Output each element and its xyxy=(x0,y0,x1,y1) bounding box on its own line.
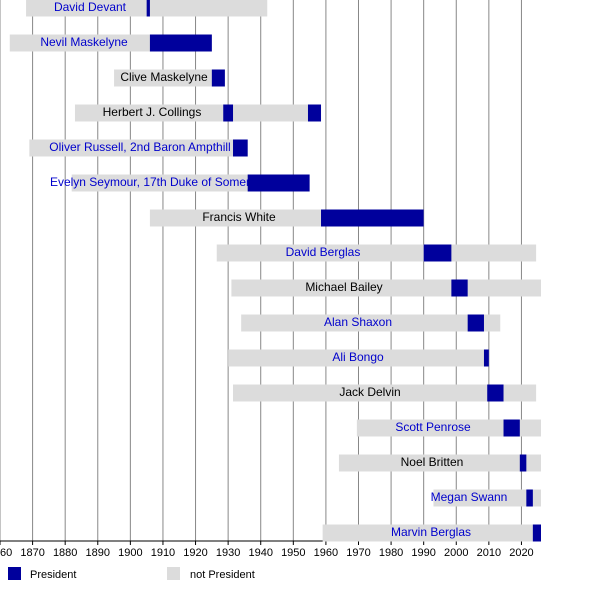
person-name[interactable]: Megan Swann xyxy=(431,490,508,504)
presidency-bar xyxy=(423,244,452,262)
lifespan-bar xyxy=(433,489,541,507)
x-tick-label: 1950 xyxy=(281,547,305,559)
x-tick-label: 1890 xyxy=(86,547,110,559)
legend-swatch xyxy=(8,567,21,580)
presidency-bar xyxy=(503,419,520,437)
x-tick-label: 1900 xyxy=(118,547,142,559)
x-tick-label: 2020 xyxy=(509,547,533,559)
person-name[interactable]: Nevil Maskelyne xyxy=(40,35,128,49)
lifespan-bar xyxy=(114,69,225,87)
person-name[interactable]: Oliver Russell, 2nd Baron Ampthill xyxy=(49,140,230,154)
person-name: Jack Delvin xyxy=(339,385,400,399)
presidency-bar xyxy=(487,384,504,402)
presidency-bar xyxy=(149,34,212,52)
presidency-bar xyxy=(211,69,225,87)
x-tick-label: 1880 xyxy=(53,547,77,559)
presidency-bar xyxy=(247,174,310,192)
person-name[interactable]: Ali Bongo xyxy=(332,350,384,364)
x-tick-label: 1970 xyxy=(346,547,370,559)
presidency-bar xyxy=(483,349,489,367)
person-name[interactable]: David Devant xyxy=(54,0,127,14)
lifespan-bar xyxy=(241,314,501,332)
x-tick-label: 1940 xyxy=(248,547,272,559)
presidency-bar xyxy=(307,104,322,122)
person-name: Noel Britten xyxy=(401,455,464,469)
presidency-bar xyxy=(526,489,533,507)
legend-label: President xyxy=(30,569,76,581)
lifespan-bar xyxy=(338,454,541,472)
legend-label: not President xyxy=(190,569,255,581)
lifespan-bar xyxy=(322,524,541,542)
lifespan-bar xyxy=(26,0,268,17)
person-name[interactable]: Alan Shaxon xyxy=(324,315,392,329)
lifespan-bar xyxy=(29,139,248,157)
lifespan-bar xyxy=(356,419,541,437)
person-name[interactable]: Scott Penrose xyxy=(395,420,471,434)
x-tick-label: 1990 xyxy=(411,547,435,559)
presidency-bar xyxy=(233,139,248,157)
x-tick-label: 2000 xyxy=(444,547,468,559)
person-name: Michael Bailey xyxy=(305,280,382,294)
presidency-bar xyxy=(146,0,150,17)
lifespan-bar xyxy=(74,104,322,122)
x-tick-label: 1960 xyxy=(314,547,338,559)
x-tick-label: 1980 xyxy=(379,547,403,559)
x-tick-label: 1920 xyxy=(183,547,207,559)
lifespan-bar xyxy=(228,349,489,367)
presidency-bar xyxy=(467,314,484,332)
person-name: Francis White xyxy=(202,210,276,224)
x-tick-label: 1870 xyxy=(20,547,44,559)
presidency-bar xyxy=(223,104,234,122)
x-tick-label: 2010 xyxy=(477,547,501,559)
presidency-bar xyxy=(321,209,424,227)
person-name[interactable]: David Berglas xyxy=(286,245,361,259)
presidency-bar xyxy=(519,454,527,472)
x-tick-label: 1930 xyxy=(216,547,240,559)
person-name[interactable]: Marvin Berglas xyxy=(391,525,471,539)
lifespan-bar xyxy=(231,279,541,297)
x-tick-label: 1910 xyxy=(151,547,175,559)
lifespan-bar xyxy=(216,244,537,262)
presidency-bar xyxy=(532,524,541,542)
lifespan-bar xyxy=(233,384,537,402)
person-name: Clive Maskelyne xyxy=(120,70,208,84)
legend-swatch xyxy=(167,567,180,580)
x-tick-label: 1860 xyxy=(0,547,12,559)
person-name[interactable]: Evelyn Seymour, 17th Duke of Somerset xyxy=(50,175,267,189)
presidency-bar xyxy=(451,279,468,297)
person-name: Herbert J. Collings xyxy=(103,105,202,119)
